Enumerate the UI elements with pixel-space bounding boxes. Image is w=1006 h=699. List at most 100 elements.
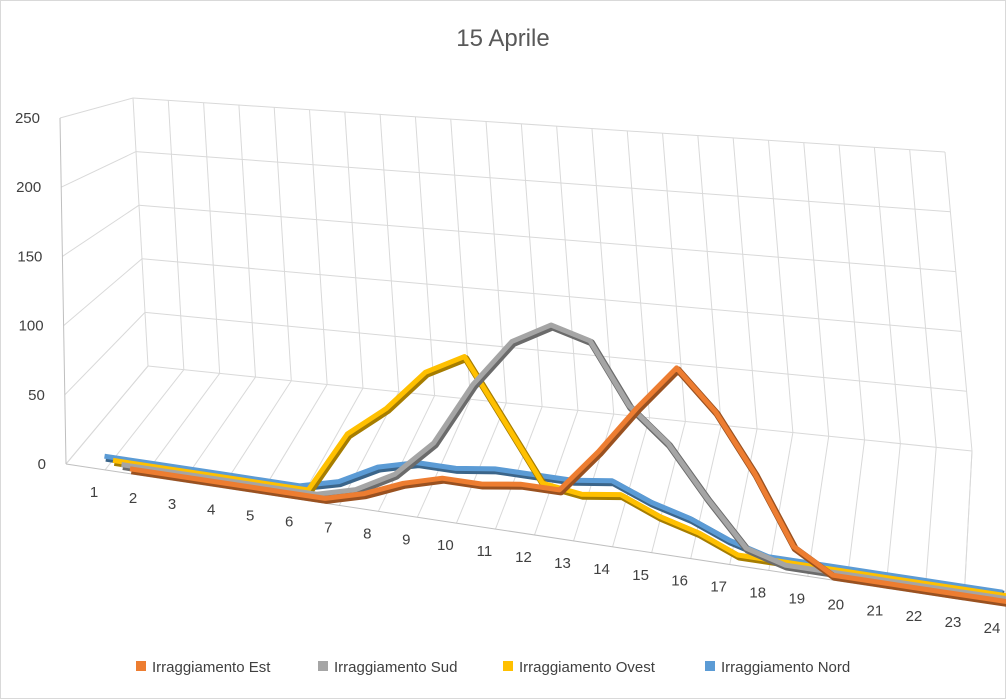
back-wall-gridline	[909, 149, 937, 448]
x-tick-label: 14	[593, 561, 610, 578]
back-wall-gridline	[147, 365, 973, 452]
legend-label: Irraggiamento Est	[152, 659, 271, 676]
x-axis-ticks: 1 2 3 4 5 6 7 8 9 10 11 12 13 14 15 16 17 18 19 20 21 22 23 24	[90, 484, 1001, 637]
side-wall-gridline	[60, 151, 137, 188]
y-tick-label: 100	[19, 318, 44, 335]
side-wall-gridline	[59, 97, 134, 119]
x-tick-label: 9	[402, 531, 410, 548]
legend-swatch	[503, 661, 513, 671]
x-tick-label: 13	[554, 555, 571, 572]
x-tick-label: 19	[788, 590, 805, 607]
x-tick-label: 22	[906, 608, 923, 625]
x-tick-label: 7	[324, 519, 332, 536]
back-wall-gridline	[838, 144, 866, 440]
floor-gridline	[573, 413, 615, 542]
floor-gridline	[182, 376, 256, 483]
floor-gridline	[924, 447, 937, 595]
x-tick-label: 15	[632, 567, 649, 584]
y-tick-label: 200	[16, 179, 41, 196]
floor-gridline	[260, 384, 328, 494]
series-line-irraggiamento-nord	[104, 453, 1003, 595]
x-tick-label: 17	[710, 579, 727, 596]
back-wall-gridline	[144, 311, 967, 392]
x-tick-label: 8	[363, 525, 371, 542]
legend: Irraggiamento Est Irraggiamento Sud Irragg…	[136, 659, 850, 676]
y-tick-label: 150	[17, 248, 42, 265]
back-wall-gridline	[238, 105, 256, 378]
back-wall-gridline	[732, 137, 758, 429]
chart-title: 15 Aprile	[456, 25, 549, 52]
back-wall-gridline	[379, 114, 400, 392]
x-tick-label: 21	[867, 602, 884, 619]
floor-gridline	[416, 399, 471, 518]
legend-label: Irraggiamento Nord	[721, 659, 850, 676]
y-tick-label: 0	[38, 456, 46, 473]
back-wall-gridline	[309, 109, 328, 385]
x-tick-label: 16	[671, 573, 688, 590]
back-wall-gridline	[520, 123, 543, 407]
floor-edge	[963, 450, 973, 601]
side-wall-gridline	[64, 312, 146, 396]
back-wall-gridline	[767, 140, 794, 433]
floor-gridline	[495, 406, 543, 530]
x-tick-label: 10	[437, 537, 454, 554]
floor-gridline	[807, 436, 830, 577]
floor-gridline	[768, 432, 794, 571]
back-wall-gridline	[556, 126, 579, 411]
back-wall-gridline	[414, 116, 436, 396]
back-wall-gridline	[138, 204, 956, 273]
floor-gridline	[143, 373, 221, 477]
x-tick-label: 4	[207, 502, 215, 519]
x-tick-label: 24	[984, 620, 1001, 637]
back-wall-gridline	[626, 130, 651, 418]
x-tick-label: 5	[246, 508, 254, 525]
legend-swatch	[136, 661, 146, 671]
back-wall-gridline	[803, 142, 830, 437]
back-wall-gridline	[132, 97, 946, 153]
legend-label: Irraggiamento Sud	[334, 659, 457, 676]
y-tick-label: 50	[28, 387, 45, 404]
back-wall-gridline	[132, 97, 149, 367]
x-tick-label: 11	[477, 543, 493, 560]
floor-gridline	[651, 421, 686, 553]
legend-label: Irraggiamento Ovest	[519, 659, 656, 676]
x-tick-label: 1	[90, 484, 98, 501]
back-wall-gridline	[697, 135, 722, 426]
back-wall-gridline	[203, 102, 221, 374]
floor-gridline	[534, 410, 579, 536]
series-line-irraggiamento-sud	[121, 322, 1006, 602]
x-tick-label: 12	[515, 549, 532, 566]
series-group	[104, 322, 1006, 607]
back-wall-gridline	[591, 128, 615, 415]
legend-swatch	[705, 661, 715, 671]
side-wall-gridline	[62, 204, 140, 257]
side-wall-gridline	[63, 258, 143, 326]
back-wall-gridline	[450, 119, 471, 400]
back-wall-gridline	[273, 107, 292, 381]
x-tick-label: 2	[129, 490, 137, 507]
floor-gridline	[299, 387, 364, 500]
x-tick-label: 23	[945, 614, 962, 631]
floor-gridline	[612, 417, 651, 547]
back-wall-gridline	[167, 100, 185, 370]
back-wall-gridline	[344, 112, 364, 389]
y-axis-line	[59, 117, 67, 465]
floor-gridline	[885, 443, 901, 589]
x-tick-label: 20	[827, 596, 844, 613]
floor-gridline	[65, 365, 149, 465]
back-wall-gridline	[135, 151, 951, 213]
floor-gridline	[221, 380, 292, 488]
legend-swatch	[318, 661, 328, 671]
back-wall-gridline	[944, 151, 973, 452]
y-tick-label: 250	[15, 110, 40, 127]
gridlines	[59, 97, 973, 601]
x-tick-label: 6	[285, 514, 293, 531]
x-tick-label: 3	[168, 496, 176, 513]
y-axis-ticks: 0 50 100 150 200 250	[15, 110, 46, 473]
floor-gridline	[455, 402, 507, 524]
x-tick-label: 18	[749, 585, 766, 602]
back-wall-gridline	[141, 258, 962, 332]
floor-gridline	[104, 369, 185, 471]
floor-gridline	[846, 439, 866, 583]
